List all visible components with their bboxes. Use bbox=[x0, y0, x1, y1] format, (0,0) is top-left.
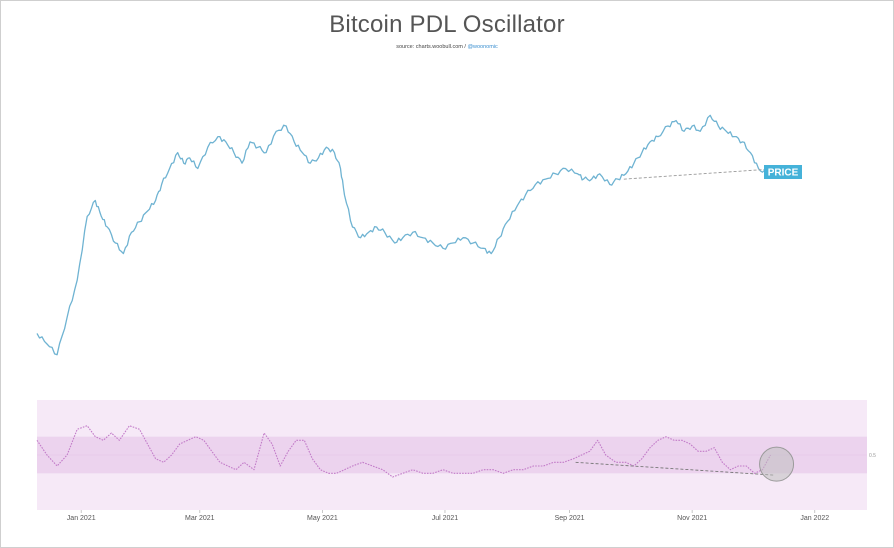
oscillator-bands bbox=[37, 400, 867, 510]
x-tick-label: Sep 2021 bbox=[555, 515, 585, 522]
osc-level-label: 0.5 bbox=[869, 453, 876, 459]
x-tick-label: Nov 2021 bbox=[677, 515, 707, 522]
source-handle[interactable]: @woonomic bbox=[467, 44, 498, 50]
source-text: source: charts.woobull.com / bbox=[396, 44, 468, 50]
price-trend-line bbox=[623, 168, 779, 180]
x-tick-label: Jan 2022 bbox=[800, 515, 829, 522]
x-tick-label: Jan 2021 bbox=[67, 515, 96, 522]
price-panel bbox=[36, 114, 775, 356]
price-badge bbox=[764, 165, 802, 179]
x-tick-label: Jul 2021 bbox=[432, 515, 459, 522]
chart-source: source: charts.woobull.com / @woonomic bbox=[1, 44, 893, 50]
price-badge-label: PRICE bbox=[768, 168, 799, 179]
oscillator-panel bbox=[36, 425, 771, 478]
annotations: PRICE 0.5 bbox=[575, 165, 876, 482]
oscillator-trend-line bbox=[575, 461, 775, 476]
chart-title: Bitcoin PDL Oscillator bbox=[329, 11, 565, 38]
x-tick-label: May 2021 bbox=[307, 515, 338, 522]
series-price-line bbox=[36, 114, 775, 356]
x-axis: Jan 2021 Mar 2021 May 2021 Jul 2021 Sep 2021… bbox=[67, 510, 829, 522]
x-tick-label: Mar 2021 bbox=[185, 515, 215, 522]
highlight-circle bbox=[759, 446, 795, 482]
series-oscillator-line bbox=[36, 425, 771, 478]
